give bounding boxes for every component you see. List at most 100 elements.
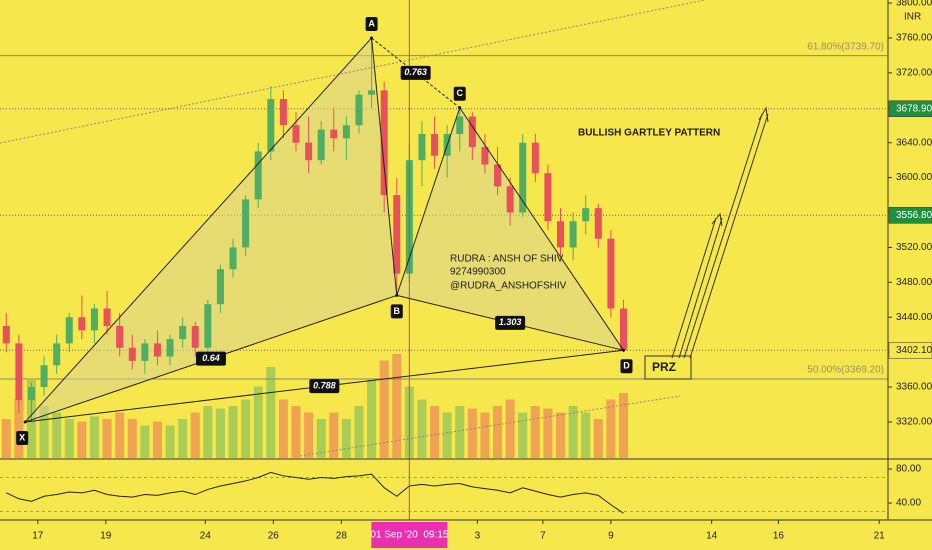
candle-body (494, 164, 502, 187)
pattern-leg (24, 37, 372, 423)
pattern-point (395, 293, 399, 297)
point-label: D (623, 361, 630, 371)
rsi-tick-label: 40.00 (896, 498, 921, 509)
y-tick-label: 3480.00 (896, 277, 932, 288)
candle-body (582, 208, 590, 222)
pattern-point (621, 348, 625, 352)
y-tick-label: 3800.00 (896, 0, 932, 9)
author-name: RUDRA : ANSH OF SHIV (450, 254, 564, 265)
candle-body (78, 317, 86, 331)
candle-body (506, 186, 514, 213)
price-level-label: 3402.10 (896, 345, 932, 356)
y-tick-label: 3440.00 (896, 312, 932, 323)
volume-bar (379, 360, 389, 458)
point-label: B (394, 306, 401, 316)
volume-bar (341, 419, 351, 458)
prz-label: PRZ (652, 360, 676, 374)
volume-bar (467, 408, 477, 458)
candle-body (557, 221, 565, 248)
candle-body (40, 365, 48, 388)
ratio-label: 1.303 (499, 317, 522, 327)
volume-bar (278, 399, 288, 458)
candle-body (141, 343, 149, 361)
candle-body (594, 208, 602, 239)
volume-bar (581, 412, 591, 458)
candle-body (418, 133, 426, 161)
volume-bar (430, 406, 440, 458)
candle-body (544, 173, 552, 222)
arrow-head (758, 106, 769, 123)
pattern-point (23, 420, 27, 424)
candle-body (103, 308, 111, 326)
ratio-box (195, 351, 226, 366)
volume-bar (493, 406, 503, 458)
y-tick-label: 3760.00 (896, 33, 932, 44)
volume-bar (39, 406, 49, 458)
volume-bar (417, 399, 427, 458)
ratio-box (400, 65, 431, 80)
candle-body (431, 133, 439, 156)
volume-bar (367, 380, 377, 458)
candle-body (90, 308, 98, 331)
candle-body (191, 325, 199, 348)
price-level-label: 3556.80 (896, 210, 932, 221)
volume-bar (593, 419, 603, 458)
projection-arrow (678, 217, 723, 359)
volume-bar (606, 399, 616, 458)
candle-body (229, 247, 237, 270)
candle-body (355, 94, 363, 126)
x-tick-label: 19 (100, 531, 112, 542)
x-tick-label: 3 (475, 531, 481, 542)
y-tick-label: 3520.00 (896, 242, 932, 253)
candle-body (292, 125, 300, 143)
volume-bar (480, 412, 490, 458)
volume-bar (14, 399, 24, 458)
volume-bar (266, 367, 276, 458)
ratio-label: 0.64 (202, 353, 220, 363)
candle-body (279, 99, 287, 126)
point-label: C (456, 88, 463, 98)
x-tick-label: 21 (874, 531, 886, 542)
pattern-point (458, 106, 462, 110)
x-tick-label: 14 (706, 531, 718, 542)
candle-body (607, 238, 615, 309)
candle-body (179, 325, 187, 340)
volume-bar (329, 412, 339, 458)
candle-body (15, 343, 23, 401)
volume-bar (556, 412, 566, 458)
volume-bar (568, 406, 578, 458)
volume-bar (127, 419, 137, 458)
volume-bar (228, 406, 238, 458)
fib-label: 61.80%(3739.70) (807, 41, 884, 52)
candle-body (116, 325, 124, 348)
y-tick-label: 3640.00 (896, 137, 932, 148)
candle-body (204, 304, 212, 348)
projection-arrow (689, 113, 769, 359)
candle-body (153, 343, 161, 357)
y-tick-label: 3600.00 (896, 172, 932, 183)
volume-bar (152, 421, 162, 458)
volume-bar (178, 419, 188, 458)
volume-bar (190, 412, 200, 458)
volume-bar (253, 386, 263, 458)
x-tick-label: 26 (268, 531, 280, 542)
x-tick-label: 17 (32, 531, 44, 542)
x-tick-label: 24 (200, 531, 212, 542)
volume-bar (354, 406, 364, 458)
volume-bar (215, 408, 225, 458)
pattern-leg (459, 107, 624, 351)
candle-body (305, 142, 313, 161)
rsi-line (6, 471, 624, 514)
volume-bar (291, 406, 301, 458)
crosshair-box (371, 522, 448, 548)
candle-body (242, 199, 250, 248)
candle-body (27, 387, 35, 401)
candle-body (619, 308, 627, 351)
x-tick-label: 7 (540, 531, 546, 542)
candle-body (531, 142, 539, 174)
projection-arrow (671, 217, 717, 359)
ratio-box (495, 315, 526, 330)
candle-body (2, 325, 10, 344)
rsi-tick-label: 80.00 (896, 464, 921, 475)
